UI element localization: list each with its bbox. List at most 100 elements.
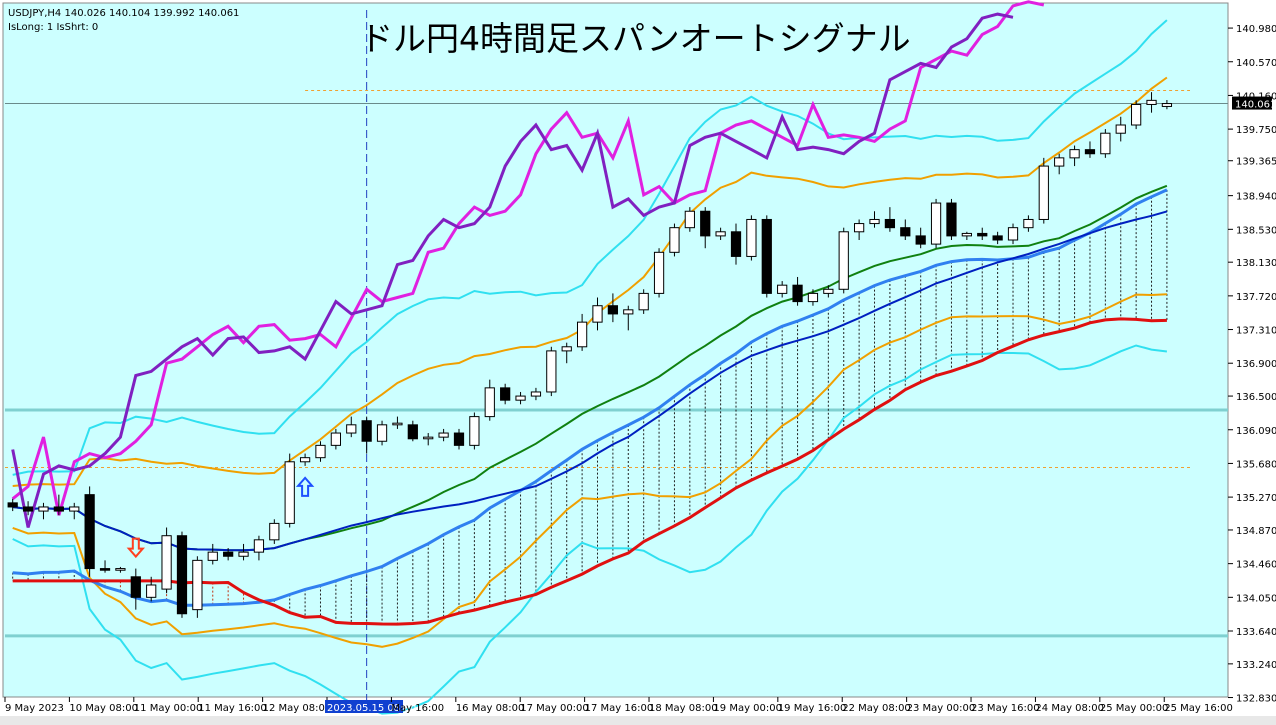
candle	[438, 432, 449, 438]
lower-band	[12, 293, 1167, 648]
candle	[407, 424, 418, 440]
candle	[115, 568, 126, 571]
y-tick-label: 135.270	[1236, 493, 1276, 504]
candle	[392, 422, 403, 426]
chart-title: ドル円4時間足スパンオートシグナル	[360, 19, 911, 58]
candle	[423, 436, 434, 440]
sell-signal-arrow	[126, 537, 146, 559]
buy-signal-arrow	[295, 476, 315, 497]
candle	[977, 232, 988, 237]
candle	[592, 305, 603, 323]
candle	[838, 231, 849, 290]
candle	[1146, 99, 1157, 105]
candle	[269, 522, 280, 541]
candle	[700, 210, 711, 237]
candle	[453, 432, 465, 446]
candle	[930, 202, 942, 245]
candle	[484, 387, 495, 418]
candle	[746, 218, 757, 257]
candle	[653, 251, 665, 294]
candle	[638, 292, 649, 311]
x-tick-label: 17 May 16:00	[585, 703, 654, 714]
candle	[361, 420, 372, 442]
candle	[161, 535, 172, 590]
candle	[38, 506, 49, 512]
candle	[807, 292, 819, 303]
candle	[992, 235, 1003, 241]
upper-band	[12, 76, 1168, 487]
candle	[238, 551, 249, 557]
candle	[730, 231, 742, 257]
candle	[207, 551, 218, 561]
x-tick-label: 23 May 16:00	[971, 703, 1040, 714]
chart-tabs-bar	[0, 716, 1276, 725]
candle	[761, 218, 772, 294]
candle	[176, 535, 188, 615]
x-tick-label: 19 May 16:00	[778, 703, 847, 714]
candle	[530, 391, 542, 397]
candle	[1115, 124, 1126, 134]
candle	[946, 202, 957, 237]
y-tick-label: 135.680	[1236, 459, 1276, 470]
candle	[376, 424, 388, 442]
candle	[777, 284, 788, 294]
x-tick-label: 25 May 16:00	[1164, 703, 1233, 714]
x-tick-label: 10 May 08:00	[69, 703, 138, 714]
x-tick-label: 11 May 16:00	[198, 703, 267, 714]
y-tick-label: 140.570	[1236, 58, 1276, 69]
candle	[915, 235, 926, 245]
candle	[1054, 157, 1065, 167]
candle	[130, 576, 141, 598]
indicator-status: IsLong: 1 IsShrt: 0	[8, 22, 98, 33]
candle	[561, 346, 572, 352]
candle	[669, 227, 680, 253]
upper-band-outer	[12, 19, 1168, 476]
y-tick-label: 134.050	[1236, 593, 1276, 604]
candle	[1023, 218, 1034, 229]
y-tick-label: 133.640	[1236, 627, 1276, 638]
candle	[1084, 149, 1096, 155]
candle	[284, 461, 295, 524]
y-tick-label: 139.750	[1236, 125, 1276, 136]
current-price-label: 140.061	[1235, 100, 1276, 111]
y-tick-label: 136.900	[1236, 359, 1276, 370]
candle	[7, 502, 18, 508]
candle	[1131, 103, 1142, 126]
x-tick-label: 9 May 2023	[5, 703, 64, 714]
time-highlight	[325, 700, 404, 713]
current-price-tag	[1232, 96, 1272, 110]
candle	[869, 218, 880, 225]
x-tick-label: 18 May 08:00	[649, 703, 718, 714]
candle	[315, 444, 326, 459]
base-line	[12, 210, 1168, 552]
y-tick-label: 138.130	[1236, 258, 1276, 269]
y-tick-label: 138.530	[1236, 225, 1276, 236]
x-tick-label: 2023.05.15 08:00	[327, 703, 416, 714]
lagging-span-b	[12, 317, 1167, 626]
y-tick-label: 138.940	[1236, 192, 1276, 203]
x-tick-label: 23 May 00:00	[907, 703, 976, 714]
candle	[792, 284, 803, 303]
y-tick-label: 134.870	[1236, 526, 1276, 537]
candle	[330, 432, 341, 446]
candle	[607, 305, 619, 315]
candle	[884, 218, 896, 229]
conversion-line	[12, 188, 1168, 607]
y-tick-label: 139.365	[1236, 157, 1276, 168]
x-tick-label: 25 May 00:00	[1100, 703, 1169, 714]
candle	[192, 559, 203, 611]
candle	[1069, 149, 1080, 159]
lagging-span	[11, 0, 1045, 516]
candle	[146, 584, 157, 598]
candle	[1100, 132, 1111, 155]
x-tick-label: 17 May 00:00	[520, 703, 589, 714]
y-tick-label: 134.460	[1236, 560, 1276, 571]
candle	[84, 494, 95, 570]
x-tick-label: May 16:00	[391, 703, 444, 714]
candle	[715, 231, 726, 237]
candle	[299, 457, 311, 463]
y-tick-label: 132.830	[1236, 694, 1276, 705]
candle	[684, 210, 695, 229]
